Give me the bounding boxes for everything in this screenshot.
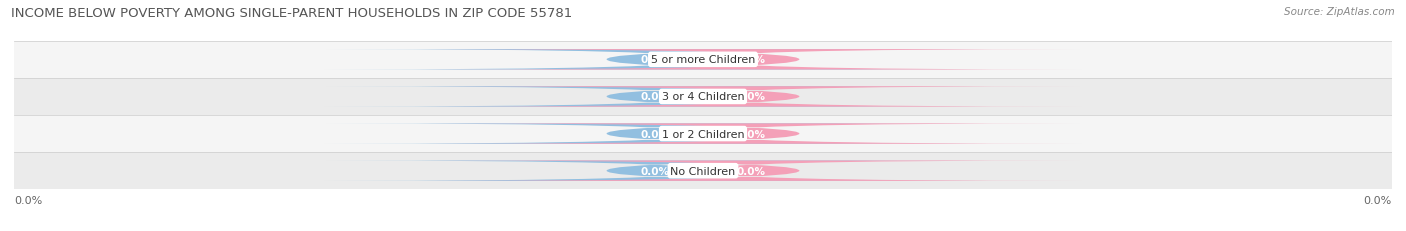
FancyBboxPatch shape bbox=[420, 50, 1083, 70]
Text: 0.0%: 0.0% bbox=[640, 92, 669, 102]
Text: 0.0%: 0.0% bbox=[640, 129, 669, 139]
Text: 5 or more Children: 5 or more Children bbox=[651, 55, 755, 65]
Text: INCOME BELOW POVERTY AMONG SINGLE-PARENT HOUSEHOLDS IN ZIP CODE 55781: INCOME BELOW POVERTY AMONG SINGLE-PARENT… bbox=[11, 7, 572, 20]
Bar bbox=[14, 42, 1392, 79]
Text: 0.0%: 0.0% bbox=[14, 195, 42, 205]
Text: 1 or 2 Children: 1 or 2 Children bbox=[662, 129, 744, 139]
FancyBboxPatch shape bbox=[420, 161, 1083, 181]
Bar bbox=[14, 152, 1392, 189]
FancyBboxPatch shape bbox=[323, 87, 986, 107]
Text: 0.0%: 0.0% bbox=[1364, 195, 1392, 205]
Text: 0.0%: 0.0% bbox=[640, 55, 669, 65]
FancyBboxPatch shape bbox=[323, 161, 986, 181]
Text: 0.0%: 0.0% bbox=[737, 55, 766, 65]
Bar bbox=[14, 79, 1392, 116]
FancyBboxPatch shape bbox=[323, 50, 986, 70]
FancyBboxPatch shape bbox=[323, 124, 986, 144]
FancyBboxPatch shape bbox=[420, 124, 1083, 144]
Text: 0.0%: 0.0% bbox=[737, 129, 766, 139]
Bar bbox=[14, 116, 1392, 152]
Text: 0.0%: 0.0% bbox=[737, 92, 766, 102]
Text: 0.0%: 0.0% bbox=[737, 166, 766, 176]
FancyBboxPatch shape bbox=[420, 87, 1083, 107]
Text: No Children: No Children bbox=[671, 166, 735, 176]
Text: 3 or 4 Children: 3 or 4 Children bbox=[662, 92, 744, 102]
Text: 0.0%: 0.0% bbox=[640, 166, 669, 176]
Text: Source: ZipAtlas.com: Source: ZipAtlas.com bbox=[1284, 7, 1395, 17]
